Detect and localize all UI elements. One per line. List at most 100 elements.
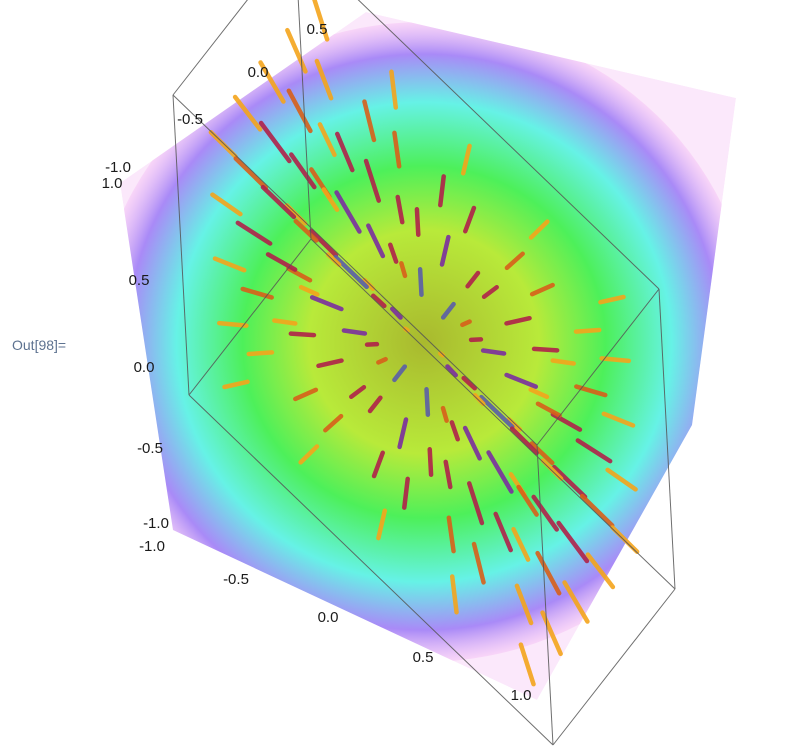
- vector-arrow: [531, 494, 559, 532]
- vector-arrow: [585, 552, 616, 590]
- vector-arrow: [440, 301, 456, 320]
- vector-arrow: [222, 379, 250, 390]
- vector-arrow: [472, 393, 486, 407]
- vector-arrow: [504, 315, 532, 326]
- vector-arrow: [509, 426, 539, 456]
- vector-arrow: [235, 220, 273, 246]
- y-axis-tick-label: 0.5: [307, 21, 328, 38]
- box-edge: [172, 0, 248, 96]
- vector-arrow: [518, 642, 536, 687]
- vector-arrow: [540, 610, 563, 657]
- vector-arrow: [493, 511, 513, 553]
- vector-arrow: [535, 401, 562, 418]
- vector-arrow: [349, 384, 367, 400]
- vector-arrow: [233, 156, 269, 191]
- vector-arrow: [362, 99, 377, 143]
- vector-arrow: [325, 252, 342, 267]
- vector-arrow: [246, 350, 275, 357]
- vector-arrow: [210, 192, 243, 217]
- vector-arrow: [272, 318, 298, 326]
- vector-arrow: [562, 580, 590, 624]
- vector-arrow: [610, 525, 640, 554]
- vector-arrow: [286, 88, 313, 134]
- vector-arrow: [440, 405, 449, 423]
- vector-arrow: [309, 295, 344, 312]
- vector-arrow: [265, 252, 298, 272]
- vector-arrow: [573, 327, 602, 334]
- x-axis-tick-label: -0.5: [223, 571, 249, 588]
- vector-arrow: [551, 464, 588, 500]
- box-edge: [310, 238, 676, 590]
- y-axis-tick-label: 0.0: [248, 64, 269, 81]
- x-axis-tick-label: 0.0: [318, 609, 339, 626]
- vector-arrow: [479, 394, 515, 430]
- vector-arrow: [388, 242, 399, 264]
- box-edge: [536, 288, 660, 446]
- vector-arrow: [467, 481, 485, 526]
- vector-arrow: [516, 484, 539, 517]
- vector-arrow: [438, 351, 446, 358]
- vector-arrow: [335, 131, 355, 173]
- vector-arrow: [506, 417, 523, 432]
- vector-arrow: [371, 450, 385, 479]
- vector-arrow: [449, 420, 460, 442]
- vector-arrow: [504, 372, 539, 389]
- vector-arrows: [208, 0, 640, 687]
- box-edge: [172, 94, 538, 446]
- vector-arrow: [285, 27, 308, 74]
- vector-arrow: [540, 458, 564, 481]
- vector-arrow: [579, 493, 615, 528]
- vector-arrow: [486, 450, 514, 494]
- vector-arrow: [550, 412, 583, 432]
- vector-arrow: [471, 541, 486, 585]
- x-axis-tick-label: 0.5: [413, 649, 434, 666]
- vector-arrow: [460, 319, 472, 328]
- vector-arrow: [535, 550, 562, 596]
- vector-arrow: [463, 205, 477, 234]
- y-axis-tick-label: -1.0: [105, 159, 131, 176]
- vector-arrow: [208, 130, 238, 159]
- vector-arrow: [511, 526, 531, 562]
- vector-arrow: [288, 331, 317, 338]
- vector-arrow: [232, 94, 263, 132]
- box-edge: [658, 288, 676, 590]
- vector-arrow: [480, 348, 507, 356]
- z-axis-tick-label: 0.5: [129, 272, 150, 289]
- vector-arrow: [314, 58, 334, 101]
- vector-arrow: [402, 476, 410, 510]
- vector-arrow: [392, 364, 408, 383]
- vector-arrow: [286, 266, 313, 283]
- vector-arrow: [399, 261, 408, 279]
- vector-arrow: [293, 387, 319, 402]
- box-edge: [297, 0, 312, 240]
- vector-arrow: [601, 411, 636, 428]
- vector-arrow: [284, 203, 308, 226]
- vector-arrow: [514, 583, 534, 626]
- vector-arrow: [402, 326, 410, 333]
- vector-arrow: [461, 375, 477, 391]
- vector-arrow: [531, 346, 560, 353]
- z-axis-tick-label: 0.0: [134, 359, 155, 376]
- vector-arrow: [366, 223, 386, 259]
- vector-arrow: [317, 122, 337, 158]
- tick-labels: -1.0-0.50.00.51.0-1.0-0.50.00.5-1.0-0.50…: [102, 21, 532, 704]
- vector-arrow: [575, 438, 613, 464]
- vector-arrow: [260, 184, 297, 220]
- box-edge: [188, 238, 312, 396]
- output-cell-label: Out[98]=: [12, 337, 67, 353]
- vector-arrow: [258, 60, 286, 104]
- vector-arrow: [427, 447, 434, 477]
- vector-arrow: [289, 152, 317, 190]
- box-edge: [357, 0, 660, 290]
- box-edge: [552, 588, 676, 746]
- vector-arrow: [376, 508, 388, 541]
- x-axis-tick-label: -1.0: [139, 538, 165, 555]
- vector-arrow: [465, 270, 481, 289]
- vector-arrow: [390, 306, 403, 320]
- vector-arrow: [529, 441, 555, 466]
- z-axis-tick-label: -1.0: [143, 515, 169, 532]
- vector-arrow: [323, 413, 344, 433]
- vector-arrow: [333, 254, 369, 290]
- vector-arrow: [341, 328, 368, 336]
